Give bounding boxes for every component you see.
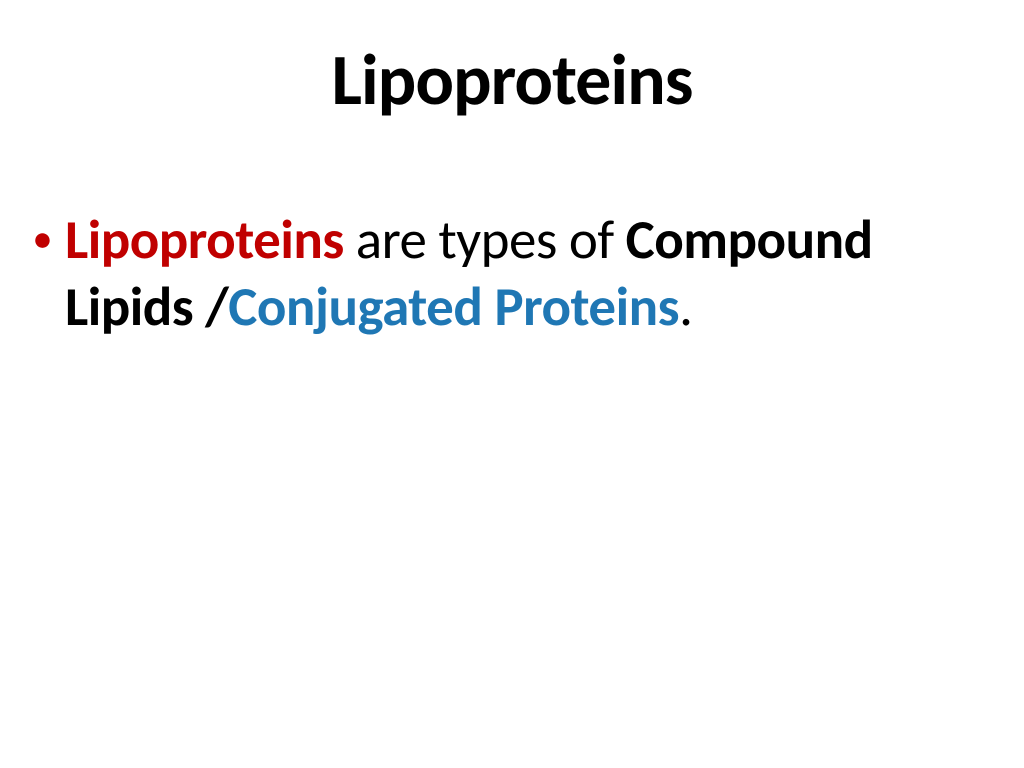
run-conjugated-proteins: Conjugated Proteins (228, 273, 679, 340)
bullet-text: Lipoproteins are types of Compound Lipid… (65, 206, 994, 340)
slide-title: Lipoproteins (30, 36, 994, 124)
bullet-item: • Lipoproteins are types of Compound Lip… (30, 206, 994, 340)
bullet-marker-icon: • (34, 206, 51, 274)
slide: Lipoproteins • Lipoproteins are types of… (0, 0, 1024, 768)
run-period: . (679, 273, 692, 340)
run-lipoproteins: Lipoproteins (65, 206, 356, 273)
run-are-types-of: are types of (356, 206, 626, 273)
